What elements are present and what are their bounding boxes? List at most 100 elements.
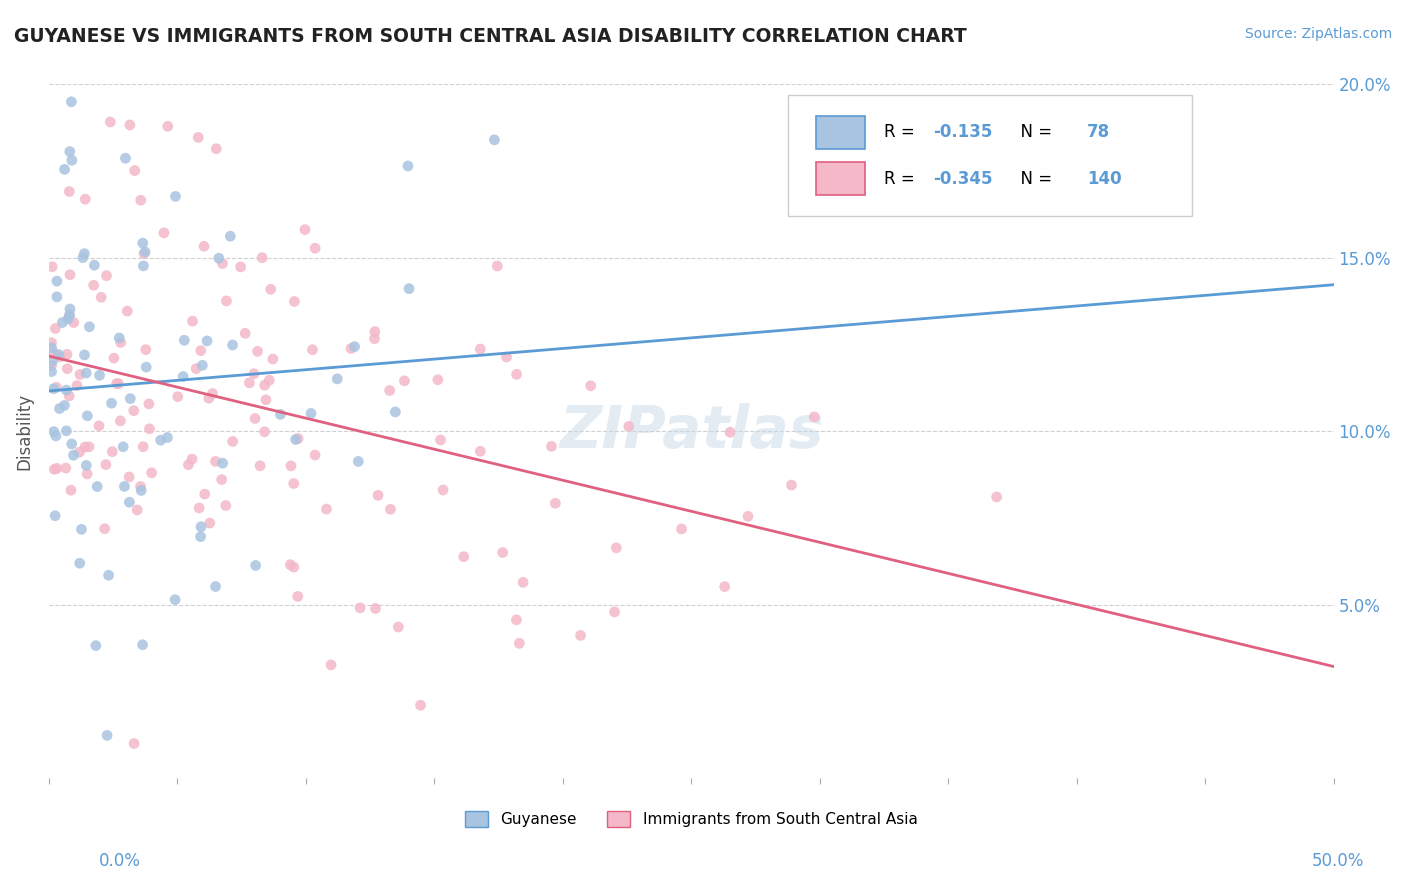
Point (120, 392, 142, 406)
Point (103, 351, 125, 366)
Point (156, 120, 179, 134)
Point (94, 458, 117, 472)
Point (986, 490, 1008, 504)
Point (59, 483, 82, 498)
Point (188, 500, 211, 515)
Point (59, 268, 82, 282)
Point (45, 290, 67, 304)
Point (42, 346, 65, 360)
Point (713, 580, 735, 594)
Point (75, 458, 97, 473)
Point (204, 580, 226, 594)
Point (60, 437, 83, 451)
Text: 140: 140 (1087, 169, 1122, 188)
Point (181, 314, 204, 328)
Point (45, 380, 67, 394)
Point (603, 605, 626, 619)
Point (394, 374, 416, 388)
Point (98, 115, 121, 129)
Point (51, 316, 73, 330)
Point (190, 520, 212, 534)
Point (349, 600, 371, 615)
Text: 0.0%: 0.0% (98, 852, 141, 870)
Point (83, 278, 105, 293)
Point (53, 162, 76, 177)
Point (96, 268, 118, 283)
Point (283, 560, 305, 574)
Point (484, 133, 506, 147)
Point (253, 378, 276, 392)
Point (114, 151, 136, 165)
Point (605, 541, 627, 555)
Point (110, 414, 132, 428)
Point (186, 361, 208, 376)
Text: Source: ZipAtlas.com: Source: ZipAtlas.com (1244, 27, 1392, 41)
Point (58, 389, 80, 403)
Point (122, 403, 145, 417)
Point (135, 343, 157, 357)
Point (149, 433, 172, 447)
Point (112, 479, 135, 493)
Point (41, 354, 63, 368)
Legend: Guyanese, Immigrants from South Central Asia: Guyanese, Immigrants from South Central … (460, 805, 924, 833)
Text: R =: R = (884, 123, 920, 141)
Point (73, 348, 96, 362)
Point (83, 258, 105, 272)
Point (172, 369, 194, 384)
Point (198, 516, 221, 530)
Point (73, 440, 96, 454)
Point (304, 241, 326, 255)
Point (53, 399, 76, 413)
Text: N =: N = (1010, 169, 1057, 188)
Point (191, 359, 214, 373)
FancyBboxPatch shape (787, 95, 1192, 216)
Point (201, 386, 224, 401)
Point (141, 466, 163, 480)
Point (105, 376, 128, 391)
Point (122, 737, 145, 751)
Point (492, 545, 515, 559)
Point (44, 462, 66, 476)
Point (254, 392, 277, 407)
Point (70, 522, 93, 536)
Point (55, 424, 77, 438)
Point (193, 239, 215, 253)
Text: GUYANESE VS IMMIGRANTS FROM SOUTH CENTRAL ASIA DISABILITY CORRELATION CHART: GUYANESE VS IMMIGRANTS FROM SOUTH CENTRA… (14, 27, 967, 45)
Point (221, 338, 243, 352)
Point (58, 310, 80, 324)
Point (138, 397, 160, 411)
Point (93, 522, 115, 536)
Point (243, 411, 266, 425)
Point (505, 613, 527, 627)
Point (617, 419, 640, 434)
Point (58, 185, 80, 199)
Point (343, 340, 366, 354)
Point (195, 334, 218, 348)
Point (544, 496, 567, 510)
Point (718, 425, 741, 440)
Point (45, 461, 67, 475)
Point (118, 495, 141, 509)
Point (60, 95, 83, 109)
Point (211, 256, 233, 270)
Point (132, 440, 155, 454)
Point (280, 458, 302, 473)
Point (287, 432, 309, 446)
Point (165, 592, 187, 607)
Point (221, 434, 243, 449)
Point (198, 391, 221, 405)
Point (124, 163, 146, 178)
Point (304, 448, 326, 462)
Point (294, 222, 316, 236)
Point (62, 448, 84, 462)
Point (112, 440, 135, 454)
Point (287, 590, 309, 604)
Point (56, 312, 79, 326)
Point (432, 483, 454, 497)
Point (135, 360, 157, 375)
Point (108, 331, 131, 345)
Point (73, 246, 96, 260)
Point (233, 326, 256, 341)
Point (187, 130, 209, 145)
Point (380, 502, 402, 516)
